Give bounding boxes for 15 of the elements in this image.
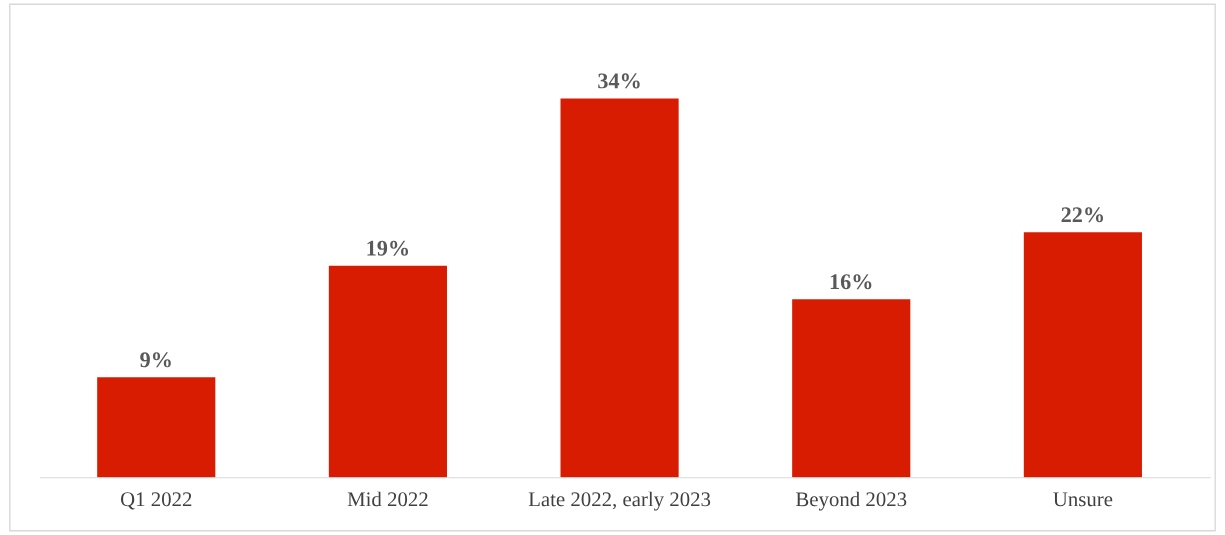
data-label: 9% [140, 352, 171, 368]
data-label: 16% [830, 274, 872, 290]
x-tick-label: Unsure [1053, 492, 1113, 507]
x-tick-label: Beyond 2023 [795, 491, 907, 511]
bar [1023, 232, 1142, 478]
bar [560, 98, 679, 478]
x-tick-label: Late 2022, early 2023 [528, 491, 711, 511]
bar [328, 265, 447, 478]
data-label: 22% [1061, 207, 1104, 223]
x-tick-label: Q1 2022 [120, 492, 192, 510]
data-label: 19% [367, 240, 409, 256]
bar [97, 377, 216, 478]
data-label: 34% [598, 73, 640, 89]
x-tick-label: Mid 2022 [347, 491, 428, 507]
bar [792, 299, 911, 478]
